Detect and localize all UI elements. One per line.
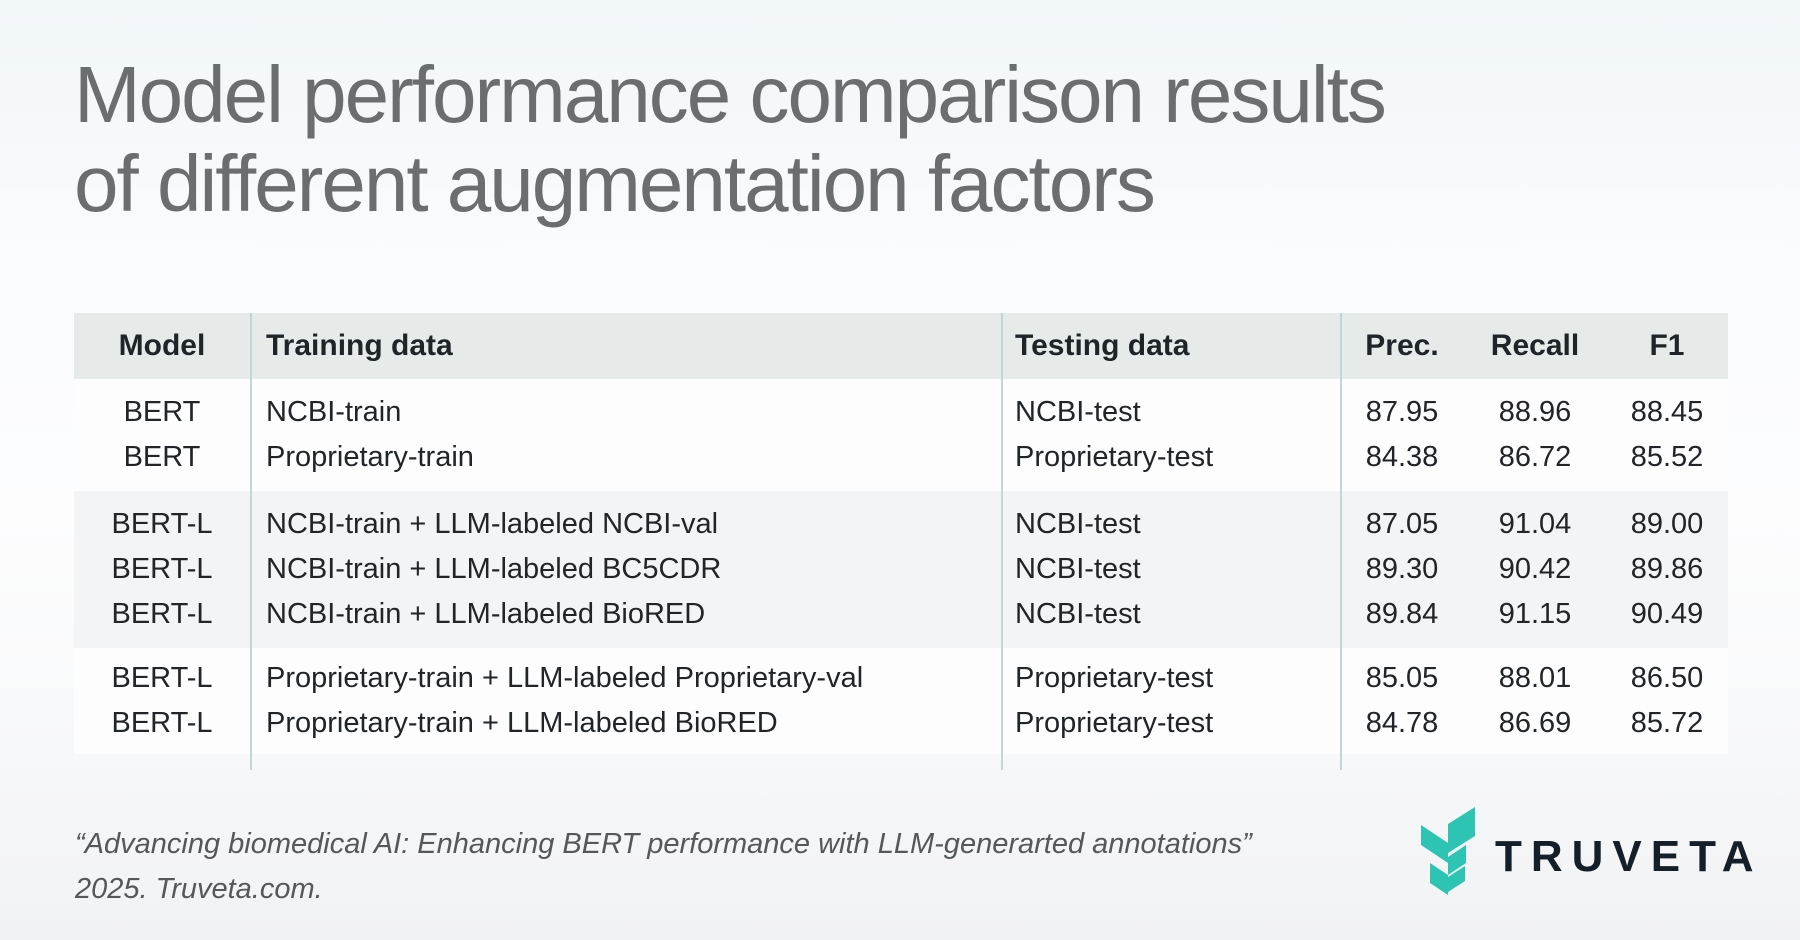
table-row: BERT-L NCBI-train + LLM-labeled BioRED N… [74, 592, 1728, 637]
cell-testing: NCBI-test [1015, 396, 1141, 428]
cell-prec: 84.38 [1365, 441, 1439, 473]
page-title-line-2: of different augmentation factors [74, 139, 1156, 228]
cell-f1: 86.50 [1630, 662, 1704, 694]
cell-prec: 87.95 [1365, 396, 1439, 428]
table-row: BERT-L Proprietary-train + LLM-labeled P… [74, 656, 1728, 701]
table-group-bert-baseline: BERT NCBI-train NCBI-test 87.95 88.96 88… [74, 379, 1728, 491]
cell-model: BERT-L [111, 553, 213, 585]
cell-testing: NCBI-test [1015, 553, 1141, 585]
cell-recall: 88.96 [1498, 396, 1572, 428]
column-header-model: Model [118, 329, 206, 362]
cell-training: NCBI-train [266, 396, 402, 428]
cell-training: Proprietary-train + LLM-labeled BioRED [266, 707, 778, 739]
cell-testing: Proprietary-test [1015, 707, 1214, 739]
cell-recall: 90.42 [1498, 553, 1572, 585]
table-row: BERT NCBI-train NCBI-test 87.95 88.96 88… [74, 390, 1728, 435]
cell-f1: 88.45 [1630, 396, 1704, 428]
column-header-prec: Prec. [1365, 329, 1439, 362]
cell-f1: 89.86 [1630, 553, 1704, 585]
column-divider-training-testing [1001, 313, 1003, 770]
table-row: BERT Proprietary-train Proprietary-test … [74, 435, 1728, 480]
cell-f1: 90.49 [1630, 598, 1704, 630]
truveta-wordmark: TRUVETA [1495, 832, 1763, 881]
cell-model: BERT [123, 396, 201, 428]
cell-training: Proprietary-train [266, 441, 474, 473]
column-header-testing: Testing data [1015, 329, 1190, 362]
citation-line-2: 2025. Truveta.com. [75, 873, 323, 905]
citation: “Advancing biomedical AI: Enhancing BERT… [75, 822, 1252, 912]
cell-prec: 87.05 [1365, 508, 1439, 540]
cell-recall: 86.72 [1498, 441, 1572, 473]
page-title: Model performance comparison results of … [74, 50, 1387, 228]
cell-testing: NCBI-test [1015, 508, 1141, 540]
cell-model: BERT-L [111, 662, 213, 694]
cell-f1: 85.72 [1630, 707, 1704, 739]
table-row: BERT-L NCBI-train + LLM-labeled NCBI-val… [74, 502, 1728, 547]
cell-training: NCBI-train + LLM-labeled BC5CDR [266, 553, 722, 585]
cell-recall: 91.15 [1498, 598, 1572, 630]
cell-training: NCBI-train + LLM-labeled NCBI-val [266, 508, 719, 540]
cell-testing: Proprietary-test [1015, 662, 1214, 694]
cell-prec: 84.78 [1365, 707, 1439, 739]
cell-recall: 86.69 [1498, 707, 1572, 739]
page-title-line-1: Model performance comparison results [74, 50, 1387, 139]
table-row: BERT-L NCBI-train + LLM-labeled BC5CDR N… [74, 547, 1728, 592]
cell-testing: Proprietary-test [1015, 441, 1214, 473]
column-header-f1: F1 [1649, 329, 1685, 362]
column-header-recall: Recall [1490, 329, 1580, 362]
table-row: BERT-L Proprietary-train + LLM-labeled B… [74, 701, 1728, 746]
citation-line-1: “Advancing biomedical AI: Enhancing BERT… [75, 828, 1252, 860]
table-header-row: Model Training data Testing data Prec. R… [74, 313, 1728, 379]
cell-prec: 89.84 [1365, 598, 1439, 630]
cell-prec: 89.30 [1365, 553, 1439, 585]
cell-testing: NCBI-test [1015, 598, 1141, 630]
cell-training: Proprietary-train + LLM-labeled Propriet… [266, 662, 864, 694]
cell-model: BERT-L [111, 598, 213, 630]
column-divider-model-training [250, 313, 252, 770]
cell-prec: 85.05 [1365, 662, 1439, 694]
cell-model: BERT-L [111, 707, 213, 739]
column-header-training: Training data [266, 329, 453, 362]
cell-recall: 91.04 [1498, 508, 1572, 540]
cell-training: NCBI-train + LLM-labeled BioRED [266, 598, 706, 630]
column-divider-testing-metrics [1340, 313, 1342, 770]
table-group-bertl-proprietary: BERT-L Proprietary-train + LLM-labeled P… [74, 648, 1728, 754]
cell-model: BERT [123, 441, 201, 473]
table-group-bertl-ncbi: BERT-L NCBI-train + LLM-labeled NCBI-val… [74, 491, 1728, 648]
cell-f1: 85.52 [1630, 441, 1704, 473]
results-table: Model Training data Testing data Prec. R… [74, 313, 1728, 770]
cell-model: BERT-L [111, 508, 213, 540]
cell-f1: 89.00 [1630, 508, 1704, 540]
truveta-mark-icon [1421, 807, 1475, 895]
cell-recall: 88.01 [1498, 662, 1572, 694]
